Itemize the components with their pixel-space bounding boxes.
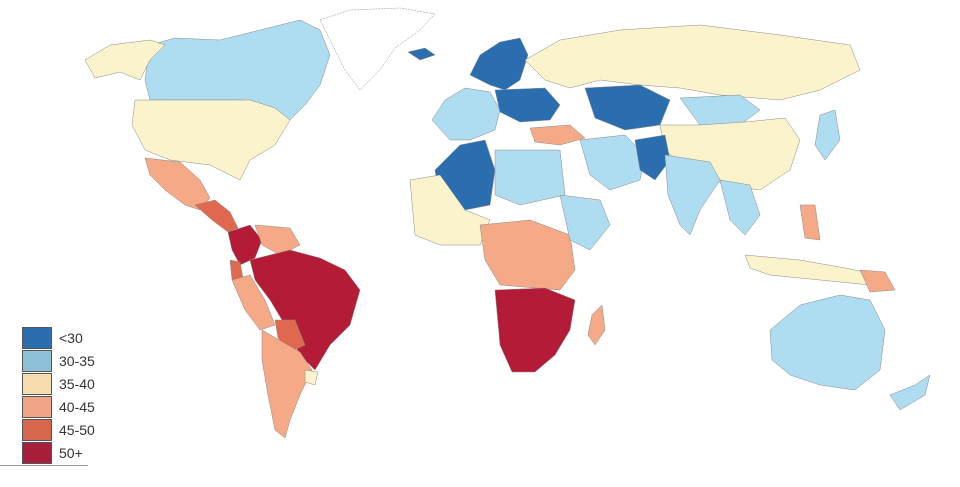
legend-swatch <box>22 327 52 349</box>
region-southeast-asia <box>719 179 761 236</box>
legend-item: 35-40 <box>22 373 112 396</box>
legend-swatch <box>22 442 52 464</box>
legend-swatch <box>22 396 52 418</box>
region-png <box>859 269 896 293</box>
region-southern-africa <box>494 287 576 373</box>
region-australia <box>769 294 886 391</box>
region-uruguay <box>304 369 319 386</box>
legend-divider <box>0 465 88 466</box>
legend-item: 45-50 <box>22 419 112 442</box>
region-kazakhstan <box>584 84 671 131</box>
legend-swatch <box>22 419 52 441</box>
region-libya-egypt <box>494 149 566 206</box>
region-peru <box>231 274 276 331</box>
legend-label: 40-45 <box>59 399 95 415</box>
region-east-africa <box>559 194 611 251</box>
region-venezuela <box>254 224 301 256</box>
region-europe-west <box>431 87 501 141</box>
region-philippines <box>799 204 821 241</box>
region-mongolia <box>679 94 761 126</box>
region-argentina <box>261 329 313 439</box>
region-scandinavia <box>469 37 529 91</box>
region-middle-east <box>579 134 646 191</box>
region-colombia <box>227 224 263 266</box>
legend-label: <30 <box>59 330 83 346</box>
legend-item: 40-45 <box>22 396 112 419</box>
region-turkey <box>529 124 586 146</box>
region-iceland <box>407 47 436 61</box>
legend-swatch <box>22 350 52 372</box>
region-new-zealand <box>889 374 931 411</box>
region-greenland <box>319 7 436 91</box>
region-central-america <box>194 199 239 233</box>
region-europe-east <box>494 87 561 123</box>
region-madagascar <box>587 304 606 346</box>
legend-swatch <box>22 373 52 395</box>
legend-label: 50+ <box>59 445 83 461</box>
region-india <box>664 154 721 236</box>
legend: <30 30-35 35-40 40-45 45-50 50+ <box>22 327 112 465</box>
legend-item: <30 <box>22 327 112 350</box>
legend-label: 35-40 <box>59 376 95 392</box>
region-pakistan <box>634 134 671 181</box>
region-mexico <box>144 157 211 211</box>
legend-item: 30-35 <box>22 350 112 373</box>
legend-item: 50+ <box>22 442 112 465</box>
legend-label: 30-35 <box>59 353 95 369</box>
region-japan <box>814 109 841 161</box>
region-russia <box>524 24 861 101</box>
region-usa <box>131 99 291 181</box>
region-alaska <box>84 39 166 81</box>
legend-label: 45-50 <box>59 422 95 438</box>
region-bolivia <box>274 319 306 353</box>
region-brazil <box>249 249 361 371</box>
region-central-africa <box>479 219 576 291</box>
